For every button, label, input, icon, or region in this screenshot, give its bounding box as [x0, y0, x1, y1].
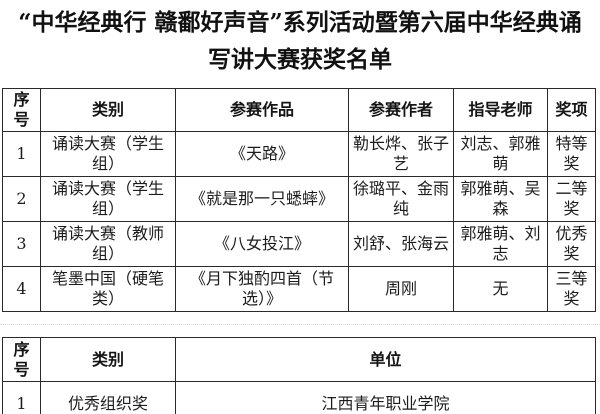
- table-cell: 郭雅萌、吴森: [453, 176, 548, 222]
- page-title: “中华经典行 赣鄱好声音”系列活动暨第六届中华经典诵 写讲大赛获奖名单: [0, 4, 600, 78]
- table-cell: 无: [453, 266, 548, 312]
- page-split-line: [0, 324, 600, 325]
- header-cell: 类别: [40, 88, 176, 132]
- table-cell: 周刚: [348, 266, 454, 312]
- table-cell: 3: [2, 221, 41, 267]
- table-cell: 徐璐平、金雨纯: [348, 176, 454, 222]
- page-title-line2: 写讲大赛获奖名单: [208, 46, 392, 73]
- table-cell: 郭雅萌、刘志: [453, 221, 548, 267]
- table-cell: 优秀奖: [547, 221, 596, 267]
- table-cell: 《天路》: [175, 131, 349, 177]
- table-cell: 《月下独酌四首（节选）》: [175, 266, 349, 312]
- table-cell: 刘舒、张海云: [348, 221, 454, 267]
- table-cell: 刘志、郭雅萌: [453, 131, 548, 177]
- header-cell: 单位: [175, 337, 596, 382]
- table-cell: 诵读大赛（教师组）: [40, 221, 176, 267]
- table-cell: 优秀组织奖: [40, 381, 176, 414]
- header-cell: 序号: [2, 337, 41, 382]
- organization-table-header-row: 序号 类别 单位: [2, 337, 596, 382]
- table-cell: 4: [2, 266, 41, 312]
- table-row: 3 诵读大赛（教师组） 《八女投江》 刘舒、张海云 郭雅萌、刘志 优秀奖: [2, 221, 596, 267]
- table-row: 1 诵读大赛（学生组） 《天路》 勒长烨、张子艺 刘志、郭雅萌 特等奖: [2, 131, 596, 177]
- header-cell: 指导老师: [453, 88, 548, 132]
- header-cell: 序号: [2, 88, 41, 132]
- page-title-line1: “中华经典行 赣鄱好声音”系列活动暨第六届中华经典诵: [18, 9, 582, 36]
- table-cell: 勒长烨、张子艺: [348, 131, 454, 177]
- table-row: 4 笔墨中国（硬笔类） 《月下独酌四首（节选）》 周刚 无 三等奖: [2, 266, 596, 312]
- header-cell: 奖项: [547, 88, 596, 132]
- table-row: 2 诵读大赛（学生组） 《就是那一只蟋蟀》 徐璐平、金雨纯 郭雅萌、吴森 二等奖: [2, 176, 596, 222]
- table-cell: 三等奖: [547, 266, 596, 312]
- table-cell: 《就是那一只蟋蟀》: [175, 176, 349, 222]
- table-cell: 诵读大赛（学生组）: [40, 176, 176, 222]
- award-table: 序号 类别 参赛作品 参赛作者 指导老师 奖项 1 诵读大赛（学生组） 《天路》…: [2, 88, 596, 312]
- table-cell: 二等奖: [547, 176, 596, 222]
- table-cell: 江西青年职业学院: [175, 381, 596, 414]
- header-cell: 类别: [40, 337, 176, 382]
- header-cell: 参赛作品: [175, 88, 349, 132]
- table-cell: 笔墨中国（硬笔类）: [40, 266, 176, 312]
- table-cell: 《八女投江》: [175, 221, 349, 267]
- table-cell: 2: [2, 176, 41, 222]
- table-row: 1 优秀组织奖 江西青年职业学院: [2, 381, 596, 414]
- table-cell: 1: [2, 131, 41, 177]
- table-cell: 1: [2, 381, 41, 414]
- award-table-header-row: 序号 类别 参赛作品 参赛作者 指导老师 奖项: [2, 88, 596, 132]
- header-cell: 参赛作者: [348, 88, 454, 132]
- table-cell: 诵读大赛（学生组）: [40, 131, 176, 177]
- table-cell: 特等奖: [547, 131, 596, 177]
- organization-table: 序号 类别 单位 1 优秀组织奖 江西青年职业学院: [2, 337, 596, 414]
